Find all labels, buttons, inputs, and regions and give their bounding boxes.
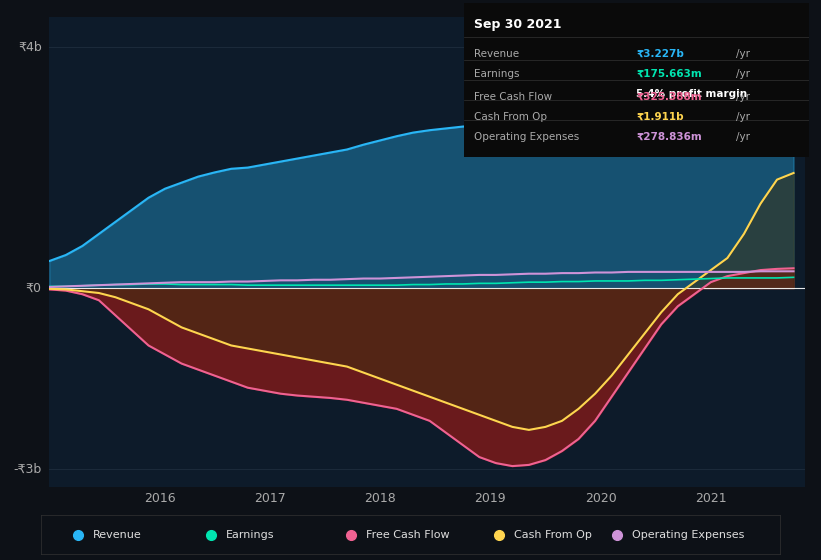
Text: 5.4% profit margin: 5.4% profit margin (636, 88, 747, 99)
Text: Earnings: Earnings (226, 530, 274, 540)
Text: Free Cash Flow: Free Cash Flow (475, 92, 553, 102)
Text: /yr: /yr (736, 92, 750, 102)
Text: /yr: /yr (736, 69, 750, 78)
Text: Free Cash Flow: Free Cash Flow (366, 530, 450, 540)
Text: Operating Expenses: Operating Expenses (632, 530, 745, 540)
Text: Cash From Op: Cash From Op (475, 112, 548, 122)
Text: Operating Expenses: Operating Expenses (475, 132, 580, 142)
Text: ₹175.663m: ₹175.663m (636, 69, 702, 78)
Text: Revenue: Revenue (475, 49, 520, 59)
Text: ₹0: ₹0 (25, 282, 42, 295)
Text: Sep 30 2021: Sep 30 2021 (475, 18, 562, 31)
Text: Revenue: Revenue (93, 530, 141, 540)
Text: Earnings: Earnings (475, 69, 520, 78)
Text: ₹278.836m: ₹278.836m (636, 132, 702, 142)
Text: ₹1.911b: ₹1.911b (636, 112, 684, 122)
Text: /yr: /yr (736, 132, 750, 142)
Text: /yr: /yr (736, 49, 750, 59)
Text: Cash From Op: Cash From Op (514, 530, 592, 540)
Text: -₹3b: -₹3b (13, 463, 42, 475)
Text: ₹3.227b: ₹3.227b (636, 49, 684, 59)
Text: ₹325.388m: ₹325.388m (636, 92, 702, 102)
Text: ₹4b: ₹4b (18, 40, 42, 53)
Text: /yr: /yr (736, 112, 750, 122)
